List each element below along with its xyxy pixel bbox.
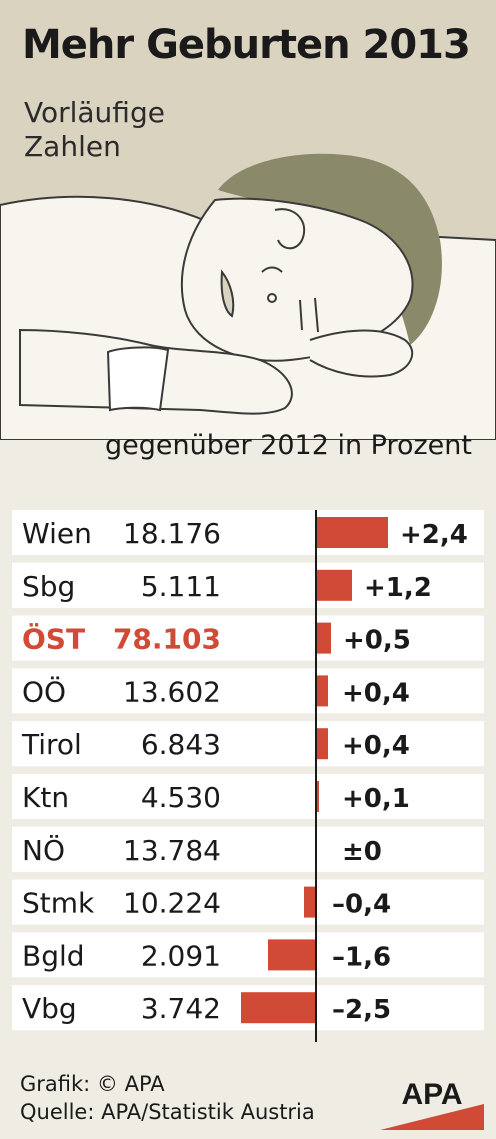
row-background <box>12 615 484 661</box>
bar <box>241 992 316 1024</box>
unit-label: gegenüber 2012 in Prozent <box>105 428 472 464</box>
chart-row: ÖST 78.103 +0,5 <box>12 615 484 661</box>
chart-row: Bgld 2.091 –1,6 <box>12 932 484 978</box>
value-label: +0,4 <box>342 731 410 761</box>
births-value: 4.530 <box>141 781 221 814</box>
chart-row: Ktn 4.530 +0,1 <box>12 774 484 819</box>
row-background <box>12 721 484 767</box>
chart-row: Tirol 6.843 +0,4 <box>12 721 484 767</box>
value-label: ±0 <box>342 837 382 867</box>
row-background <box>12 826 484 872</box>
bar <box>316 728 328 760</box>
value-label: +0,4 <box>342 678 410 708</box>
value-label: –2,5 <box>332 995 391 1025</box>
apa-logo: APA <box>380 1078 484 1130</box>
chart-row: NÖ 13.784 ±0 <box>12 826 484 872</box>
chart-row: Vbg 3.742 –2,5 <box>12 985 484 1031</box>
value-label: +0,1 <box>342 784 410 814</box>
births-value: 3.742 <box>141 992 221 1025</box>
births-value: 10.224 <box>123 887 221 920</box>
row-background <box>12 774 484 819</box>
chart-row: Sbg 5.111 +1,2 <box>12 562 484 608</box>
bar <box>304 886 316 918</box>
footer: Grafik: © APA Quelle: APA/Statistik Aust… <box>20 1070 315 1126</box>
chart-subtitle: Vorläufige Zahlen <box>24 96 165 163</box>
bar <box>316 569 352 601</box>
value-label: –1,6 <box>332 942 391 972</box>
births-value: 2.091 <box>141 939 221 972</box>
sleeping-baby-illustration <box>0 153 496 440</box>
credit-text: Grafik: © APA <box>20 1072 165 1096</box>
bar <box>316 622 331 654</box>
value-label: –0,4 <box>332 890 391 920</box>
category-label: Sbg <box>22 570 75 603</box>
category-label: ÖST <box>22 622 85 656</box>
header-panel: Mehr Geburten 2013 Vorläufige Zahlen <box>0 0 496 440</box>
chart-row: Stmk 10.224 –0,4 <box>12 879 484 925</box>
value-label: +2,4 <box>400 520 468 550</box>
row-background <box>12 932 484 978</box>
row-background <box>12 510 484 555</box>
apa-logo-text: APA <box>401 1078 462 1111</box>
bar <box>316 517 388 548</box>
value-label: +0,5 <box>343 626 411 656</box>
bar-chart: Wien 18.176 +2,4 Sbg 5.111 +1,2 ÖST 78.103 +0,5 O… <box>12 510 484 1042</box>
row-background <box>12 879 484 925</box>
category-label: Wien <box>22 517 92 550</box>
bar <box>268 939 316 971</box>
chart-row: Wien 18.176 +2,4 <box>12 510 484 555</box>
births-value: 6.843 <box>141 728 221 761</box>
births-value: 78.103 <box>113 623 221 656</box>
category-label: Vbg <box>22 992 77 1025</box>
chart-row: OÖ 13.602 +0,4 <box>12 668 484 714</box>
births-value: 18.176 <box>123 517 221 550</box>
category-label: Ktn <box>22 781 69 814</box>
births-value: 5.111 <box>141 570 221 603</box>
chart-rows: Wien 18.176 +2,4 Sbg 5.111 +1,2 ÖST 78.103 +0,5 O… <box>12 510 484 1031</box>
chart-title: Mehr Geburten 2013 <box>22 22 471 68</box>
category-label: Stmk <box>22 887 95 920</box>
category-label: OÖ <box>22 674 66 708</box>
bar <box>316 675 328 707</box>
births-value: 13.784 <box>123 834 221 867</box>
category-label: Bgld <box>22 939 85 972</box>
unit-label-text: gegenüber 2012 in Prozent <box>105 430 472 461</box>
category-label: Tirol <box>21 728 82 761</box>
row-background <box>12 562 484 608</box>
row-background <box>12 668 484 714</box>
category-label: NÖ <box>22 833 65 867</box>
value-label: +1,2 <box>364 573 432 603</box>
source-text: Quelle: APA/Statistik Austria <box>20 1100 315 1124</box>
births-value: 13.602 <box>123 675 221 708</box>
bar <box>316 781 319 812</box>
